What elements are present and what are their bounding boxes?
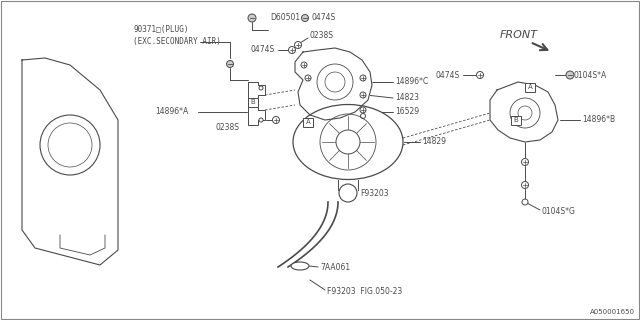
Text: FRONT: FRONT <box>500 30 538 40</box>
Text: A: A <box>306 119 310 125</box>
Text: B: B <box>514 117 518 123</box>
Text: 16529: 16529 <box>395 108 419 116</box>
Text: A050001650: A050001650 <box>590 309 635 315</box>
Text: 0474S: 0474S <box>312 13 336 22</box>
Circle shape <box>305 75 311 81</box>
Circle shape <box>259 118 263 122</box>
Text: 0104S*G: 0104S*G <box>542 207 576 217</box>
Text: 0238S: 0238S <box>310 31 334 41</box>
Circle shape <box>360 107 366 113</box>
Polygon shape <box>295 48 372 120</box>
Ellipse shape <box>293 105 403 180</box>
Circle shape <box>259 86 263 90</box>
FancyBboxPatch shape <box>511 116 521 124</box>
Circle shape <box>360 114 365 118</box>
Circle shape <box>522 199 528 205</box>
Text: 7AA061: 7AA061 <box>320 262 350 271</box>
Circle shape <box>294 42 301 49</box>
Text: 0238S: 0238S <box>216 123 240 132</box>
Circle shape <box>301 62 307 68</box>
Text: 90371□(PLUG)
(EXC.SECONDARY AIR): 90371□(PLUG) (EXC.SECONDARY AIR) <box>133 25 221 46</box>
Polygon shape <box>490 82 558 142</box>
FancyBboxPatch shape <box>303 117 313 126</box>
Circle shape <box>360 75 366 81</box>
Circle shape <box>289 46 296 53</box>
Circle shape <box>336 130 360 154</box>
Text: B: B <box>251 99 255 105</box>
Circle shape <box>339 184 357 202</box>
Text: 0104S*A: 0104S*A <box>573 70 606 79</box>
Text: 14896*B: 14896*B <box>582 116 615 124</box>
Circle shape <box>301 14 308 21</box>
Text: 14896*C: 14896*C <box>395 77 428 86</box>
Circle shape <box>566 71 574 79</box>
Circle shape <box>477 71 483 78</box>
Text: A: A <box>527 84 532 90</box>
Circle shape <box>360 92 366 98</box>
Circle shape <box>522 181 529 188</box>
Text: F93203: F93203 <box>360 188 388 197</box>
FancyBboxPatch shape <box>248 98 258 107</box>
Polygon shape <box>248 82 265 125</box>
Text: 0474S: 0474S <box>436 70 460 79</box>
Text: 14896*A: 14896*A <box>155 108 188 116</box>
Text: 14829: 14829 <box>422 138 446 147</box>
Circle shape <box>248 14 256 22</box>
Text: 0474S: 0474S <box>251 45 275 54</box>
FancyBboxPatch shape <box>525 83 535 92</box>
Text: 14823: 14823 <box>395 93 419 102</box>
Text: F93203  FIG.050-23: F93203 FIG.050-23 <box>327 287 403 297</box>
Circle shape <box>227 60 234 68</box>
Circle shape <box>273 116 280 124</box>
Ellipse shape <box>291 262 309 270</box>
Circle shape <box>522 158 529 165</box>
Text: D60501: D60501 <box>270 13 300 22</box>
